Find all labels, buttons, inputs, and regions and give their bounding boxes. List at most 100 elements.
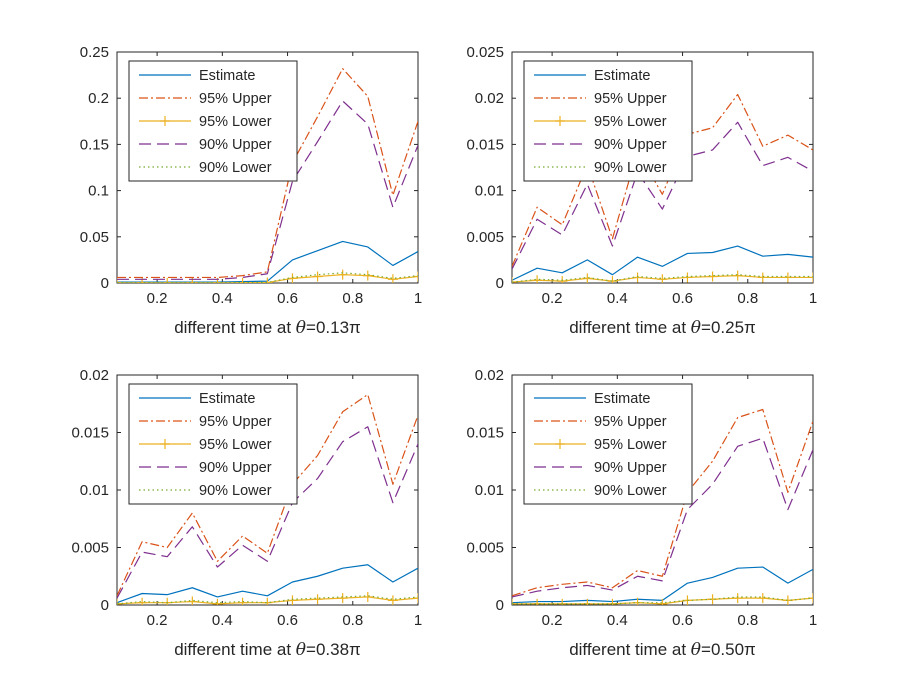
y-tick-label: 0.015 bbox=[71, 425, 109, 442]
x-tick-label: 0.2 bbox=[542, 290, 563, 307]
series-group bbox=[117, 393, 418, 605]
legend-label-up95: 95% Upper bbox=[199, 414, 272, 430]
series-marker-low95 bbox=[362, 591, 373, 602]
series-line-up95 bbox=[512, 93, 813, 267]
series-group bbox=[512, 93, 813, 283]
series-marker-low95 bbox=[607, 276, 618, 283]
series-marker-low95 bbox=[732, 593, 743, 604]
x-tick-label: 0.8 bbox=[737, 290, 758, 307]
y-tick-label: 0.005 bbox=[466, 229, 504, 246]
series-marker-low95 bbox=[632, 272, 643, 283]
x-tick-label: 0.6 bbox=[277, 612, 298, 629]
legend-marker-low95 bbox=[555, 116, 565, 126]
x-axis-label: different time at θ=0.50π bbox=[569, 640, 756, 660]
series-group bbox=[512, 408, 813, 605]
y-tick-label: 0 bbox=[101, 597, 109, 614]
y-tick-label: 0.01 bbox=[475, 183, 504, 200]
series-marker-low95 bbox=[117, 598, 122, 605]
series-marker-low95 bbox=[237, 597, 248, 605]
series-group bbox=[117, 68, 418, 283]
series-marker-low95 bbox=[657, 274, 668, 283]
y-tick-label: 0.025 bbox=[466, 44, 504, 61]
y-tick-label: 0.01 bbox=[475, 482, 504, 499]
legend: Estimate 95% Upper 95% Lower 90% Upper 90% L… bbox=[523, 60, 693, 182]
x-axis-label-prefix: different time at bbox=[174, 640, 296, 659]
y-tick-label: 0.005 bbox=[71, 540, 109, 557]
x-tick-label: 0.8 bbox=[342, 612, 363, 629]
series-line-low90 bbox=[512, 596, 813, 605]
series-marker-low95 bbox=[387, 274, 398, 283]
x-axis-label: different time at θ=0.25π bbox=[569, 318, 756, 338]
y-tick-label: 0.1 bbox=[88, 183, 109, 200]
series-marker-low95 bbox=[682, 272, 693, 283]
legend-label-up90: 90% Upper bbox=[594, 460, 667, 476]
series-line-low90 bbox=[117, 595, 418, 605]
x-axis-label-prefix: different time at bbox=[569, 318, 691, 337]
x-tick-label: 1 bbox=[809, 290, 817, 307]
series-marker-low95 bbox=[187, 596, 198, 605]
legend-label-up90: 90% Upper bbox=[199, 137, 272, 153]
series-marker-low95 bbox=[212, 598, 223, 605]
x-axis-label: different time at θ=0.38π bbox=[174, 640, 361, 660]
series-marker-low95 bbox=[413, 271, 418, 282]
legend-marker-low95 bbox=[160, 439, 170, 449]
y-tick-label: 0.02 bbox=[475, 90, 504, 107]
y-tick-label: 0.25 bbox=[80, 44, 109, 61]
x-axis-label-prefix: different time at bbox=[174, 318, 296, 337]
x-axis-label-suffix: =0.38π bbox=[306, 640, 361, 659]
legend-label-up90: 90% Upper bbox=[199, 460, 272, 476]
y-tick-label: 0.15 bbox=[80, 136, 109, 153]
legend-label-up95: 95% Upper bbox=[199, 91, 272, 107]
y-tick-label: 0.2 bbox=[88, 90, 109, 107]
series-line-est bbox=[512, 245, 813, 281]
legend-label-est: Estimate bbox=[594, 391, 650, 407]
x-tick-label: 1 bbox=[809, 612, 817, 629]
y-tick-label: 0.01 bbox=[80, 482, 109, 499]
legend-label-low95: 95% Lower bbox=[199, 437, 272, 453]
legend-label-low95: 95% Lower bbox=[594, 437, 667, 453]
series-marker-low95 bbox=[362, 270, 373, 281]
series-line-up90 bbox=[512, 437, 813, 598]
series-line-up95 bbox=[512, 408, 813, 597]
y-tick-label: 0.015 bbox=[466, 425, 504, 442]
y-tick-label: 0.02 bbox=[475, 367, 504, 384]
legend-marker-low95 bbox=[160, 116, 170, 126]
series-marker-low95 bbox=[287, 595, 298, 605]
series-marker-low95 bbox=[337, 269, 348, 280]
x-axis-label-prefix: different time at bbox=[569, 640, 691, 659]
series-marker-low95 bbox=[707, 594, 718, 605]
series-marker-low95 bbox=[512, 598, 517, 605]
series-line-up90 bbox=[117, 426, 418, 599]
series-marker-low95 bbox=[582, 598, 593, 605]
x-tick-label: 1 bbox=[414, 612, 422, 629]
legend: Estimate 95% Upper 95% Lower 90% Upper 90% L… bbox=[128, 383, 298, 505]
series-marker-low95 bbox=[413, 593, 418, 604]
y-tick-label: 0 bbox=[496, 597, 504, 614]
series-marker-low95 bbox=[757, 272, 768, 283]
series-marker-low95 bbox=[532, 275, 543, 283]
x-tick-label: 0.6 bbox=[277, 290, 298, 307]
chart-panel-3: 0.2 0.4 0.6 0.8 1 0 0.005 0.01 0.015 0.02 Estimate… bbox=[71, 367, 422, 660]
legend-label-low90: 90% Lower bbox=[199, 483, 272, 499]
x-axis-label-theta: θ bbox=[296, 318, 306, 338]
x-tick-label: 0.2 bbox=[147, 290, 168, 307]
legend-label-est: Estimate bbox=[199, 391, 255, 407]
series-marker-low95 bbox=[387, 595, 398, 605]
x-axis-label-theta: θ bbox=[296, 640, 306, 660]
series-marker-low95 bbox=[512, 277, 517, 283]
x-tick-label: 0.6 bbox=[672, 612, 693, 629]
x-tick-label: 0.8 bbox=[737, 612, 758, 629]
legend-label-up95: 95% Upper bbox=[594, 91, 667, 107]
series-marker-low95 bbox=[117, 277, 122, 283]
series-marker-low95 bbox=[557, 276, 568, 283]
legend-label-low95: 95% Lower bbox=[594, 114, 667, 130]
series-line-low90 bbox=[117, 272, 418, 283]
series-marker-low95 bbox=[262, 277, 273, 283]
x-tick-label: 0.2 bbox=[542, 612, 563, 629]
series-line-low90 bbox=[512, 274, 813, 283]
series-marker-low95 bbox=[312, 271, 323, 282]
series-marker-low95 bbox=[732, 270, 743, 281]
series-line-up90 bbox=[117, 100, 418, 280]
x-tick-label: 0.4 bbox=[212, 290, 233, 307]
